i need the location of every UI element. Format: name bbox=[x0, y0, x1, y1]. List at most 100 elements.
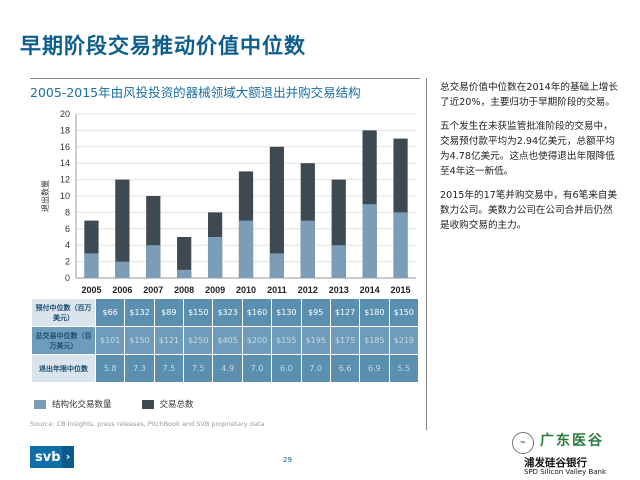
side-note-1: 总交易价值中位数在2014年的基础上增长了近20%，主要归功于早期阶段的交易。 bbox=[440, 82, 618, 108]
metrics-cell: $405 bbox=[212, 326, 243, 355]
metrics-table: 预付中位数（百万美元） $66 $132 $89 $150 $323 $160 $130 $95… bbox=[31, 298, 420, 383]
metrics-row: 退出年限中位数 5.8 7.3 7.5 7.5 4.9 7.0 6.0 7.0 6.6 6.9 5.5 bbox=[31, 354, 420, 383]
metrics-cell: $200 bbox=[241, 326, 273, 355]
metrics-cell: 6.6 bbox=[329, 354, 361, 383]
metrics-cell: $95 bbox=[300, 298, 331, 327]
metrics-cell: $323 bbox=[212, 298, 243, 327]
metrics-cell: $127 bbox=[329, 298, 361, 327]
metrics-row-label: 总交易中位数（百万美元） bbox=[31, 326, 96, 355]
chart-legend: 结构化交易数量 交易总数 bbox=[34, 398, 194, 410]
metrics-cell: $195 bbox=[300, 326, 331, 355]
metrics-cell: 7.5 bbox=[153, 354, 185, 383]
metrics-row-label: 预付中位数（百万美元） bbox=[31, 298, 96, 327]
svb-logo-text: svb bbox=[35, 449, 61, 465]
bar-structured bbox=[300, 220, 315, 278]
x-tick-label: 2015 bbox=[391, 285, 411, 295]
metrics-cell: $89 bbox=[153, 298, 185, 327]
bar-structured bbox=[269, 253, 285, 278]
bar-structured bbox=[393, 212, 408, 278]
metrics-cell: $250 bbox=[183, 326, 214, 355]
watermark-title: 广东医谷 bbox=[540, 433, 604, 449]
chart-title: 2005-2015年由风投投资的器械领域大额退出并购交易结构 bbox=[30, 85, 361, 100]
metrics-cell: $132 bbox=[124, 298, 155, 327]
y-tick-label: 12 bbox=[60, 175, 70, 185]
metrics-cell: 7.5 bbox=[183, 354, 214, 383]
x-tick-label: 2013 bbox=[329, 285, 349, 295]
divider bbox=[426, 78, 427, 430]
y-tick-label: 20 bbox=[60, 109, 70, 119]
bar-structured bbox=[177, 269, 192, 278]
slide-title: 早期阶段交易推动价值中位数 bbox=[20, 34, 306, 58]
metrics-cell: $150 bbox=[388, 298, 420, 327]
metrics-cell: 7.0 bbox=[241, 354, 273, 383]
chevron-right-icon: › bbox=[62, 446, 74, 468]
chart-frame bbox=[30, 78, 420, 430]
metrics-cell: $130 bbox=[271, 298, 302, 327]
metrics-cell: 6.9 bbox=[359, 354, 390, 383]
legend-label-structured: 结构化交易数量 bbox=[52, 400, 112, 410]
legend-item-total: 交易总数 bbox=[141, 398, 194, 410]
metrics-cell: $219 bbox=[388, 326, 420, 355]
bar-total bbox=[115, 179, 130, 278]
metrics-cell: 5.8 bbox=[94, 354, 126, 383]
bar-structured bbox=[238, 220, 254, 278]
metrics-row: 总交易中位数（百万美元） $101 $150 $121 $250 $405 $200 $155… bbox=[31, 326, 420, 355]
side-notes: 总交易价值中位数在2014年的基础上增长了近20%，主要归功于早期阶段的交易。 … bbox=[440, 80, 620, 242]
page-number: 29 bbox=[283, 456, 292, 464]
x-tick-label: 2010 bbox=[236, 285, 256, 295]
y-tick-label: 14 bbox=[60, 158, 70, 168]
x-tick-label: 2011 bbox=[267, 285, 287, 295]
y-tick-label: 4 bbox=[65, 240, 70, 250]
bar-structured bbox=[84, 253, 99, 278]
metrics-cell: $150 bbox=[183, 298, 214, 327]
metrics-cell: $180 bbox=[359, 298, 390, 327]
x-tick-label: 2009 bbox=[205, 285, 225, 295]
legend-swatch-total bbox=[141, 399, 154, 409]
metrics-cell: $121 bbox=[153, 326, 185, 355]
metrics-cell: $150 bbox=[124, 326, 155, 355]
metrics-cell: $160 bbox=[241, 298, 273, 327]
bar-structured bbox=[115, 261, 130, 278]
x-tick-label: 2007 bbox=[143, 285, 163, 295]
side-note-3: 2015年的17笔并购交易中，有6笔来自美数力公司。美数力公司在公司合并后仍然是… bbox=[440, 190, 618, 231]
svb-logo: svb › bbox=[30, 446, 74, 468]
y-axis-label: 退出数量 bbox=[40, 180, 50, 212]
metrics-cell: $101 bbox=[94, 326, 126, 355]
legend-label-total: 交易总数 bbox=[159, 400, 194, 410]
legend-item-structured: 结构化交易数量 bbox=[34, 398, 112, 410]
watermark-bank: 浦发硅谷银行 bbox=[524, 457, 587, 469]
metrics-row-label: 退出年限中位数 bbox=[31, 354, 96, 383]
bar-structured bbox=[362, 204, 377, 278]
source-note: Source: CB Insights, press releases, Pit… bbox=[30, 420, 265, 428]
y-tick-label: 10 bbox=[60, 191, 70, 201]
metrics-cell: $185 bbox=[359, 326, 390, 355]
bar-structured bbox=[146, 245, 161, 278]
watermark-bank-en: SPD Silicon Valley Bank bbox=[524, 468, 607, 476]
x-tick-label: 2012 bbox=[298, 285, 318, 295]
metrics-row: 预付中位数（百万美元） $66 $132 $89 $150 $323 $160 $130 $95… bbox=[31, 298, 420, 327]
y-tick-label: 18 bbox=[60, 125, 70, 135]
bar-structured bbox=[207, 237, 223, 278]
bar-chart: 0 2 4 6 8 10 12 14 16 18 20 退出数量 2005 2006 2007 2008 200… bbox=[40, 109, 416, 295]
metrics-cell: 7.3 bbox=[124, 354, 155, 383]
metrics-cell: $175 bbox=[329, 326, 361, 355]
x-tick-label: 2006 bbox=[112, 285, 132, 295]
y-tick-label: 8 bbox=[65, 207, 70, 217]
metrics-cell: 6.0 bbox=[271, 354, 302, 383]
bar-structured bbox=[331, 245, 346, 278]
y-tick-label: 0 bbox=[65, 273, 70, 283]
metrics-cell: $66 bbox=[94, 298, 126, 327]
y-tick-label: 16 bbox=[60, 142, 70, 152]
legend-swatch-structured bbox=[34, 399, 46, 409]
side-note-2: 五个发生在未获监管批准阶段的交易中，交易预付款平均为2.94亿美元，总额平均为4… bbox=[440, 121, 615, 177]
metrics-cell: 4.9 bbox=[212, 354, 243, 383]
y-tick-label: 6 bbox=[65, 224, 70, 234]
x-tick-label: 2008 bbox=[174, 285, 194, 295]
metrics-cell: $155 bbox=[271, 326, 302, 355]
bar-total bbox=[177, 237, 192, 278]
bar-total bbox=[269, 146, 285, 278]
wechat-icon: ⌁ bbox=[512, 432, 534, 454]
x-tick-label: 2005 bbox=[81, 285, 101, 295]
metrics-cell: 7.0 bbox=[300, 354, 331, 383]
x-tick-label: 2014 bbox=[360, 285, 380, 295]
